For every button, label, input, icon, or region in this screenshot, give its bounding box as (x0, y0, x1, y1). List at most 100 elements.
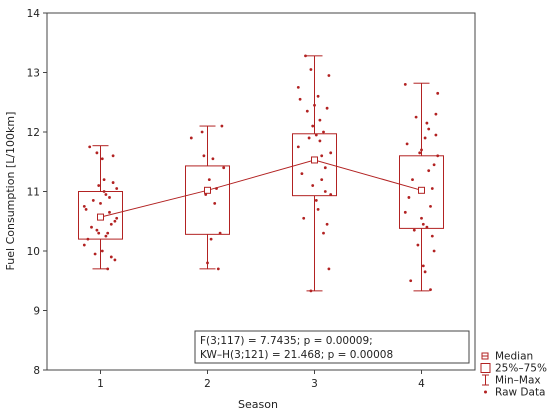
raw-data-point (316, 94, 320, 98)
y-tick-label: 12 (27, 127, 40, 139)
y-tick-label: 13 (27, 68, 40, 80)
raw-data-point (222, 166, 226, 170)
x-tick-label: 1 (97, 378, 104, 390)
raw-data-point (414, 115, 418, 119)
raw-data-point (209, 237, 213, 241)
raw-data-point (325, 106, 329, 110)
raw-data-point (427, 169, 431, 173)
legend-dot-symbol (484, 390, 487, 394)
raw-data-point (108, 210, 111, 214)
y-tick-label: 10 (27, 246, 40, 258)
raw-data-point (432, 163, 436, 167)
raw-data-point (416, 243, 420, 247)
x-tick-label: 2 (204, 378, 211, 390)
raw-data-point (106, 267, 110, 271)
raw-data-point (430, 234, 434, 238)
raw-data-point (327, 74, 331, 77)
iqr-box (185, 165, 230, 235)
iqr-box (292, 133, 337, 197)
raw-data-point (111, 181, 115, 184)
raw-data-point (109, 222, 113, 226)
raw-data-point (102, 178, 106, 182)
iqr-box (78, 191, 123, 240)
raw-data-point (82, 243, 86, 247)
raw-data-point (104, 193, 108, 196)
raw-data-point (104, 234, 108, 238)
raw-data-point (207, 178, 211, 182)
raw-data-point (421, 264, 425, 268)
raw-data-point (91, 199, 95, 202)
x-tick-label: 3 (311, 378, 318, 390)
y-tick-label: 9 (33, 306, 40, 318)
raw-data-point (309, 68, 313, 71)
raw-data-point (211, 157, 215, 161)
raw-data-point (425, 121, 429, 125)
iqr-box (399, 155, 444, 229)
raw-data-point (429, 288, 432, 292)
raw-data-point (325, 222, 329, 226)
raw-data-point (111, 154, 115, 158)
raw-data-point (108, 196, 111, 199)
median-marker (204, 186, 211, 194)
legend-box-symbol (480, 363, 491, 373)
raw-data-point (97, 184, 101, 187)
raw-data-point (100, 157, 104, 161)
stats-annotation-box (194, 330, 470, 364)
raw-data-point (115, 187, 119, 190)
raw-data-point (115, 216, 119, 220)
raw-data-point (427, 127, 431, 131)
raw-data-point (202, 154, 206, 158)
raw-data-point (405, 142, 409, 146)
raw-data-point (436, 154, 440, 158)
stats-line-1: F(3;117) = 7.7435; p = 0.00009; (200, 335, 373, 347)
y-tick-label: 11 (27, 187, 40, 199)
raw-data-point (302, 216, 306, 220)
raw-data-point (314, 199, 318, 202)
raw-data-point (407, 196, 411, 199)
raw-data-point (218, 231, 222, 235)
raw-data-point (298, 97, 302, 101)
legend-label: 25%–75% (495, 363, 547, 375)
raw-data-point (95, 151, 99, 155)
raw-data-point (213, 202, 217, 205)
raw-data-point (189, 136, 193, 140)
raw-data-point (206, 261, 209, 265)
raw-data-point (318, 118, 322, 122)
median-marker (311, 156, 318, 164)
raw-data-point (329, 193, 333, 196)
raw-data-point (86, 237, 90, 241)
raw-data-point (320, 178, 324, 182)
raw-data-point (311, 184, 315, 187)
raw-data-point (420, 148, 423, 152)
raw-data-point (412, 228, 416, 232)
legend-label: Raw Data (495, 387, 546, 399)
raw-data-point (322, 130, 325, 134)
raw-data-point (322, 231, 325, 235)
legend-label: Min–Max (495, 375, 541, 387)
raw-data-point (300, 172, 304, 176)
raw-data-point (323, 166, 327, 170)
raw-data-point (318, 139, 322, 143)
raw-data-point (97, 231, 101, 235)
raw-data-point (420, 216, 423, 220)
raw-data-point (296, 85, 300, 89)
raw-data-point (434, 112, 438, 116)
raw-data-point (423, 270, 427, 274)
raw-data-point (316, 207, 320, 211)
raw-data-point (100, 249, 104, 253)
raw-data-point (403, 210, 407, 214)
raw-data-point (84, 207, 88, 211)
raw-data-point (296, 145, 300, 149)
x-axis: 1 2 3 4 (97, 370, 425, 390)
raw-data-point (93, 252, 97, 256)
raw-data-point (307, 136, 311, 140)
raw-data-point (82, 204, 86, 208)
raw-data-point (90, 225, 93, 229)
raw-data-point (305, 109, 309, 113)
median-marker (97, 213, 104, 221)
raw-data-point (220, 124, 224, 128)
raw-data-point (323, 190, 327, 193)
raw-data-point (102, 190, 106, 193)
raw-data-point (320, 154, 324, 158)
